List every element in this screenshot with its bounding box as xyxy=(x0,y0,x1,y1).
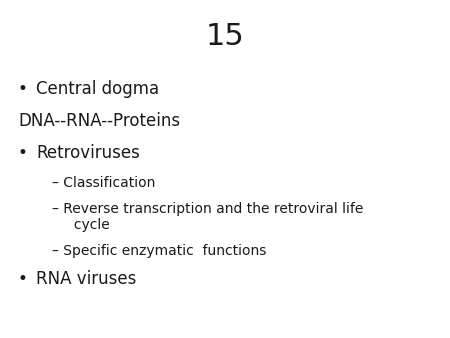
Text: Central dogma: Central dogma xyxy=(36,80,159,98)
Text: – Classification: – Classification xyxy=(52,176,155,190)
Text: •: • xyxy=(18,144,28,162)
Text: •: • xyxy=(18,80,28,98)
Text: •: • xyxy=(18,270,28,288)
Text: RNA viruses: RNA viruses xyxy=(36,270,136,288)
Text: 15: 15 xyxy=(206,22,244,51)
Text: – Specific enzymatic  functions: – Specific enzymatic functions xyxy=(52,244,266,258)
Text: – Reverse transcription and the retroviral life
     cycle: – Reverse transcription and the retrovir… xyxy=(52,202,364,232)
Text: DNA--RNA--Proteins: DNA--RNA--Proteins xyxy=(18,112,180,130)
Text: Retroviruses: Retroviruses xyxy=(36,144,140,162)
